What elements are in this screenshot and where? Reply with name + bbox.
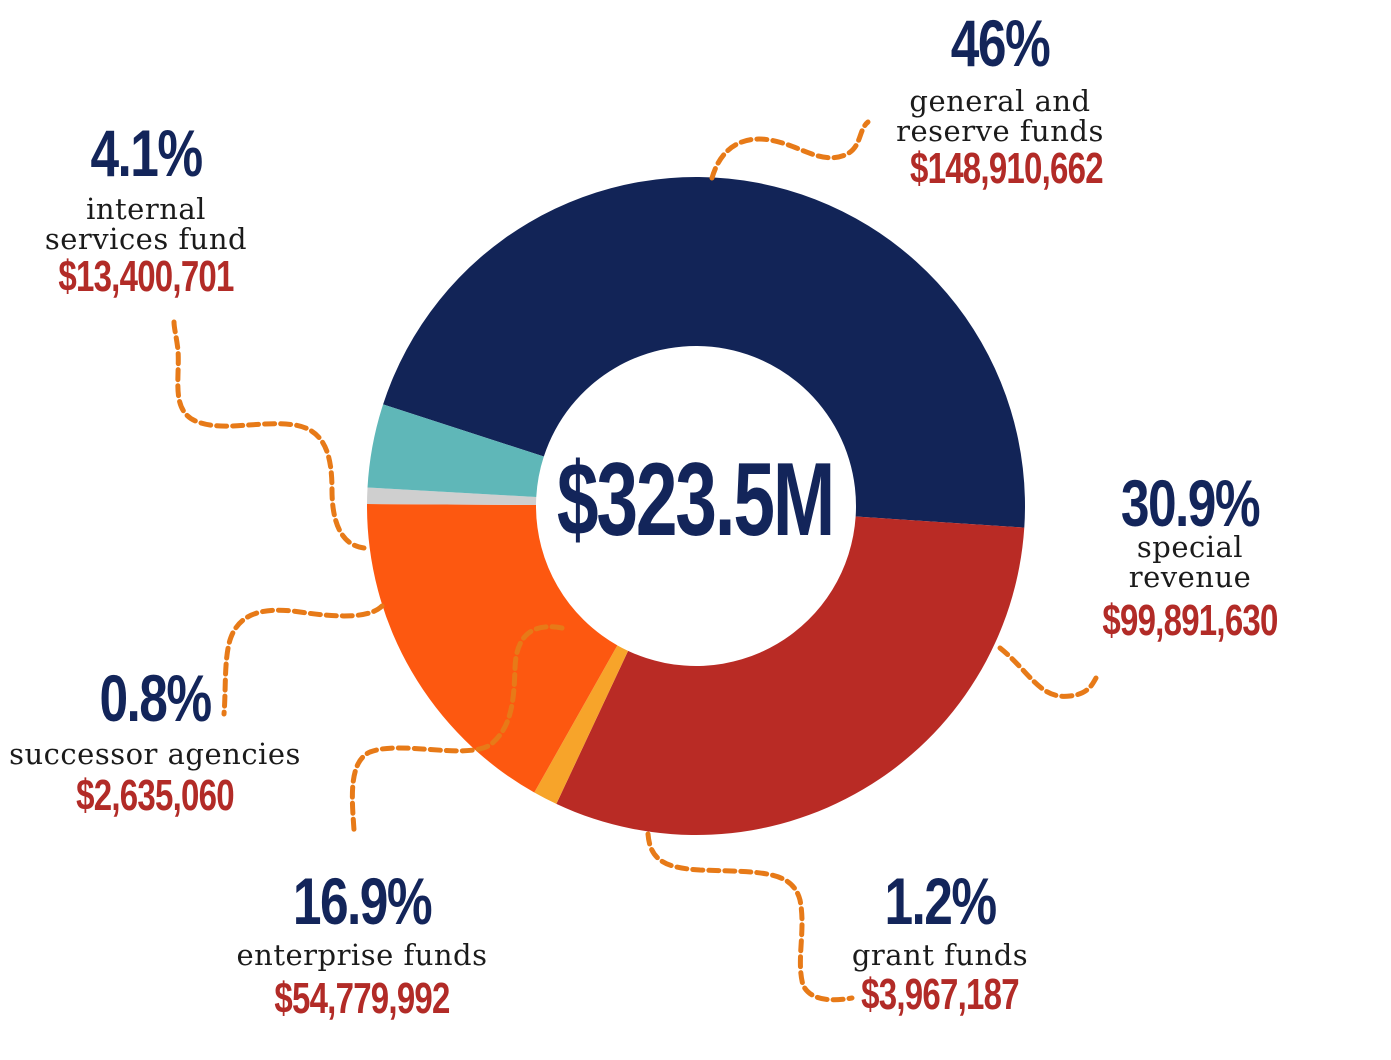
slice-general-and-reserve-funds [383, 176, 1025, 528]
total-label: $323.5M [556, 442, 835, 558]
label-grant: 1.2% grant funds $3,967,187 [820, 868, 1060, 1018]
slice-name-line: reserve funds [896, 114, 1104, 148]
leader-grant [645, 831, 855, 1003]
label-enterprise: 16.9% enterprise funds $54,779,992 [222, 868, 502, 1022]
amount-label: $13,400,701 [58, 252, 234, 301]
leader-successor [221, 603, 385, 717]
slice-grant-funds [534, 645, 629, 804]
label-general: 46% general and reserve funds $148,910,6… [880, 10, 1120, 192]
label-special: 30.9% special revenue $99,891,630 [1070, 470, 1310, 644]
amount-label: $99,891,630 [1102, 596, 1278, 645]
slice-name-line: internal [86, 192, 206, 226]
label-successor: 0.8% successor agencies $2,635,060 [0, 665, 310, 819]
leader-enterprise [349, 624, 565, 833]
slice-name-line: grant funds [851, 938, 1029, 972]
percent-label: 30.9% [1120, 466, 1261, 540]
amount-label: $3,967,187 [861, 970, 1019, 1019]
slice-successor-agencies [367, 487, 537, 506]
slice-enterprise-funds [366, 504, 618, 793]
percent-label: 0.8% [99, 661, 212, 735]
percent-label: 16.9% [292, 864, 433, 938]
label-internal: 4.1% internal services fund $13,400,701 [26, 120, 266, 300]
percent-label: 1.2% [884, 864, 997, 938]
percent-label: 46% [950, 6, 1051, 80]
slice-name-line: general and [909, 84, 1091, 118]
leader-special [997, 645, 1099, 699]
slice-name-line: services fund [44, 222, 248, 256]
amount-label: $2,635,060 [76, 771, 234, 820]
percent-label: 4.1% [90, 116, 203, 190]
amount-label: $148,910,662 [910, 144, 1104, 193]
leader-general [709, 119, 871, 181]
slice-name-line: revenue [1128, 560, 1252, 594]
slice-name-line: special [1136, 530, 1244, 564]
amount-label: $54,779,992 [274, 974, 450, 1023]
slice-name-line: successor agencies [9, 737, 301, 771]
slice-special-revenue [556, 516, 1025, 835]
slice-name-line: enterprise funds [236, 938, 488, 972]
leader-internal [171, 319, 367, 551]
slice-internal-services-fund [367, 404, 544, 497]
